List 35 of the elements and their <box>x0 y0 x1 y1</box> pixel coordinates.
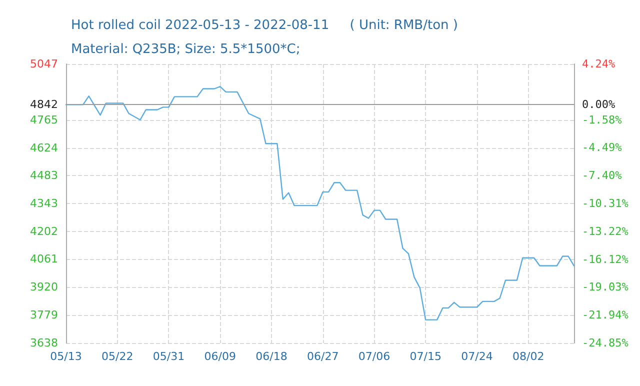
x-tick-label: 06/09 <box>204 350 236 363</box>
y2-tick-label: -21.94% <box>582 308 629 322</box>
y2-tick-label: 0.00% <box>582 98 616 112</box>
y-tick-label: 3779 <box>30 308 58 322</box>
y2-tick-label: -10.31% <box>582 197 629 210</box>
y2-tick-label: -4.49% <box>582 141 622 154</box>
chart-title: Hot rolled coil 2022-05-13 - 2022-08-11 ( Unit: RMB/ton ) <box>71 18 458 33</box>
y2-tick-label: -7.40% <box>582 169 622 182</box>
chart-subtitle: Material: Q235B; Size: 5.5*1500*C; <box>71 42 300 57</box>
y-tick-label: 4061 <box>30 252 58 266</box>
y2-tick-label: -19.03% <box>582 280 629 294</box>
y-tick-label: 5047 <box>30 58 58 70</box>
line-series <box>65 86 575 320</box>
x-tick-label: 07/24 <box>461 350 493 363</box>
x-tick-label: 07/06 <box>358 350 390 363</box>
x-tick-label: 07/15 <box>410 350 442 363</box>
x-tick-label: 05/22 <box>102 350 134 363</box>
x-tick-label: 06/27 <box>307 350 339 363</box>
y-tick-label: 4624 <box>30 141 58 154</box>
y2-tick-label: -16.12% <box>582 252 629 266</box>
x-tick-label: 05/31 <box>152 350 185 363</box>
y-tick-label: 3638 <box>30 336 58 350</box>
y2-tick-label: 4.24% <box>582 58 616 70</box>
y2-tick-label: -1.58% <box>582 113 622 126</box>
y-tick-label: 3920 <box>30 280 58 294</box>
y-tick-label: 4343 <box>30 196 58 210</box>
y2-tick-label: -13.22% <box>582 224 629 238</box>
y-tick-label: 4842 <box>30 98 58 112</box>
y2-tick-label: -24.85% <box>582 336 629 350</box>
y-tick-label: 4765 <box>30 113 58 126</box>
y-tick-label: 4202 <box>30 224 58 238</box>
x-tick-label: 08/02 <box>512 350 544 363</box>
x-tick-label: 06/18 <box>256 350 288 363</box>
x-tick-label: 05/13 <box>50 350 82 363</box>
y-tick-label: 4483 <box>30 169 58 182</box>
